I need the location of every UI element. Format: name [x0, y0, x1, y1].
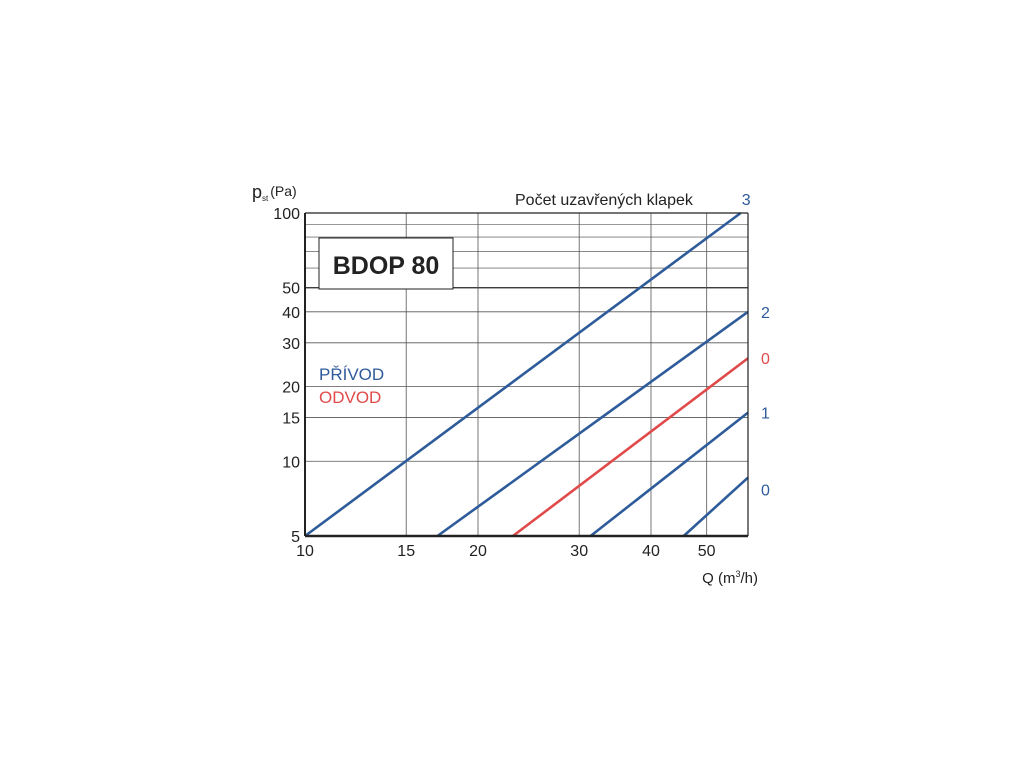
x-tick-label: 20: [469, 543, 487, 560]
series-label-3: 3: [742, 192, 751, 209]
y-tick-label: 15: [282, 411, 300, 428]
axes: [304, 212, 749, 538]
series-label-0: 0: [761, 483, 770, 500]
series-line-odvod-0: [512, 357, 749, 538]
series-line-přívod-3: [304, 211, 742, 538]
y-tick-label: 20: [282, 380, 300, 397]
y-tick-label: 30: [282, 336, 300, 353]
series-label-1: 1: [761, 406, 770, 423]
x-tick-label: 30: [570, 543, 588, 560]
y-axis-label: pst (Pa): [252, 182, 297, 203]
x-tick-label: 10: [296, 543, 314, 560]
y-tick-label: 5: [291, 529, 300, 546]
x-tick-label: 50: [698, 543, 716, 560]
legend-privod: PŘÍVOD: [319, 365, 384, 384]
x-tick-label: 15: [397, 543, 415, 560]
series-line-přívod-0: [682, 476, 749, 537]
y-tick-label: 10: [282, 454, 300, 471]
legend-odvod: ODVOD: [319, 388, 381, 407]
y-tick-label: 50: [282, 281, 300, 298]
title-box: [318, 237, 454, 290]
y-tick-label: 100: [273, 206, 300, 223]
series-line-přívod-1: [589, 411, 749, 538]
chart-title: BDOP 80: [333, 252, 440, 280]
series-lines: [304, 211, 749, 538]
x-axis-label: Q (m3/h): [702, 569, 758, 587]
legend-title: Počet uzavřených klapek: [515, 192, 694, 209]
x-tick-label: 40: [642, 543, 660, 560]
series-label-0: 0: [761, 351, 770, 368]
series-label-2: 2: [761, 305, 770, 322]
series-line-přívod-2: [436, 310, 749, 538]
y-tick-label: 40: [282, 305, 300, 322]
